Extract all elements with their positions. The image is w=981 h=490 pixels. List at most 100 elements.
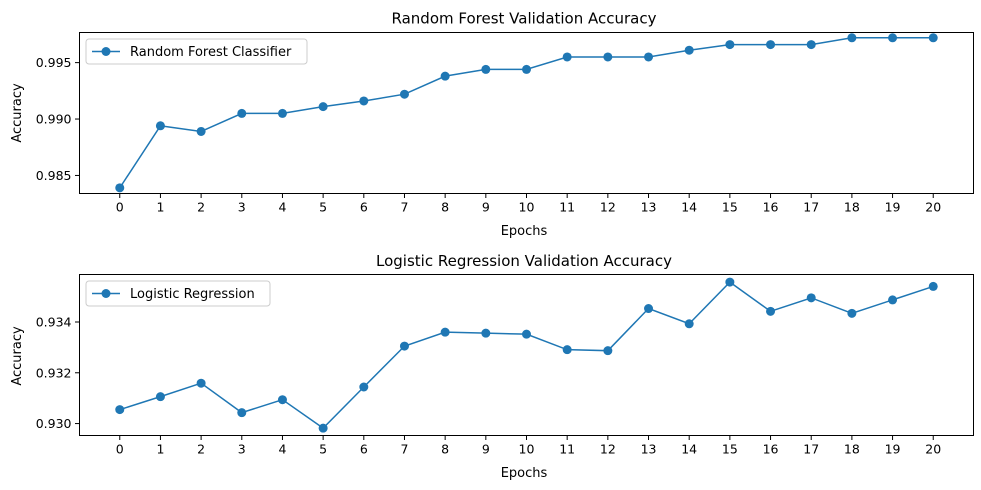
data-point	[522, 329, 531, 339]
chart-title: Logistic Regression Validation Accuracy	[376, 252, 672, 270]
legend-marker-swatch	[101, 47, 111, 56]
data-point	[237, 408, 247, 418]
x-tick-label: 12	[600, 442, 616, 457]
x-tick-label: 3	[238, 200, 246, 215]
x-tick-label: 13	[641, 442, 657, 457]
data-point	[277, 108, 287, 118]
data-point	[196, 378, 206, 388]
x-tick-label: 13	[641, 200, 657, 215]
data-point	[277, 395, 287, 405]
data-point	[359, 96, 369, 106]
y-axis-label: Accuracy	[10, 326, 25, 386]
data-point	[806, 293, 816, 303]
x-tick-label: 14	[681, 200, 697, 215]
x-tick-label: 6	[360, 442, 368, 457]
legend: Logistic Regression	[85, 280, 271, 307]
x-tick-label: 11	[559, 200, 575, 215]
subplot-logistic-regression: Logistic Regression Validation Accuracy …	[10, 252, 974, 481]
data-point	[359, 382, 369, 392]
y-tick-label: 0.995	[36, 55, 72, 70]
x-axis: 0 1 2 3 4 5 6 7 8 9 10 11 12 13 14 15 16 17 18 19 20	[116, 435, 941, 457]
x-tick-label: 2	[197, 200, 205, 215]
series-lines	[115, 277, 938, 433]
y-tick-label: 0.930	[36, 416, 72, 431]
data-point	[481, 64, 491, 74]
data-point	[399, 341, 409, 351]
x-tick-label: 2	[197, 442, 205, 457]
data-point	[888, 33, 898, 43]
x-tick-label: 7	[401, 442, 409, 457]
data-point	[684, 45, 694, 55]
data-point	[522, 64, 531, 74]
x-tick-label: 18	[844, 200, 860, 215]
data-point	[318, 423, 328, 433]
data-point	[644, 304, 654, 314]
x-axis-label: Epochs	[501, 224, 548, 239]
legend-marker-swatch	[101, 289, 111, 298]
data-point	[603, 52, 613, 62]
data-point	[928, 33, 938, 43]
data-point	[725, 40, 735, 50]
x-tick-label: 1	[156, 200, 164, 215]
x-tick-label: 14	[681, 442, 697, 457]
data-point	[766, 306, 776, 316]
y-tick-label: 0.990	[36, 112, 72, 127]
x-tick-label: 17	[803, 442, 819, 457]
data-point	[115, 183, 125, 193]
data-point	[440, 71, 450, 81]
x-axis-label: Epochs	[501, 466, 548, 481]
x-tick-label: 8	[441, 200, 449, 215]
x-tick-label: 18	[844, 442, 860, 457]
x-tick-label: 6	[360, 200, 368, 215]
legend: Random Forest Classifier	[85, 38, 308, 65]
data-point	[237, 108, 247, 118]
x-tick-label: 5	[319, 442, 327, 457]
x-tick-label: 9	[482, 200, 490, 215]
data-point	[806, 40, 816, 50]
data-point	[766, 40, 776, 50]
data-point	[318, 102, 328, 112]
data-point	[155, 121, 165, 131]
data-point	[644, 52, 654, 62]
data-point	[399, 89, 409, 99]
x-axis: 0 1 2 3 4 5 6 7 8 9 10 11 12 13 14 15 16 17 18 19 20	[116, 193, 941, 215]
x-tick-label: 0	[116, 200, 124, 215]
x-tick-label: 12	[600, 200, 616, 215]
x-tick-label: 15	[722, 442, 738, 457]
x-tick-label: 19	[885, 200, 901, 215]
x-tick-label: 5	[319, 200, 327, 215]
x-tick-label: 20	[925, 200, 941, 215]
data-point	[562, 52, 572, 62]
x-tick-label: 8	[441, 442, 449, 457]
data-point	[115, 405, 125, 415]
legend-frame	[85, 280, 271, 307]
data-point	[888, 295, 898, 305]
data-point	[562, 345, 572, 355]
x-tick-label: 4	[278, 442, 286, 457]
x-tick-label: 7	[401, 200, 409, 215]
y-axis-label: Accuracy	[10, 83, 25, 143]
data-point	[440, 327, 450, 337]
x-tick-label: 3	[238, 442, 246, 457]
data-point	[481, 328, 491, 338]
x-tick-label: 9	[482, 442, 490, 457]
data-point	[155, 392, 165, 402]
data-point	[928, 281, 938, 291]
data-point	[847, 308, 857, 318]
x-tick-label: 1	[156, 442, 164, 457]
y-tick-label: 0.985	[36, 168, 72, 183]
y-tick-label: 0.934	[36, 314, 72, 329]
chart-title: Random Forest Validation Accuracy	[392, 10, 657, 28]
series-lines	[115, 33, 938, 193]
data-point	[725, 277, 735, 287]
legend-entry-label: Logistic Regression	[130, 287, 255, 302]
x-tick-label: 20	[925, 442, 941, 457]
x-tick-label: 19	[885, 442, 901, 457]
y-tick-label: 0.932	[36, 365, 72, 380]
data-point	[847, 33, 857, 43]
x-tick-label: 17	[803, 200, 819, 215]
legend-frame	[85, 38, 308, 65]
y-axis: 0.930 0.932 0.934	[36, 314, 80, 431]
